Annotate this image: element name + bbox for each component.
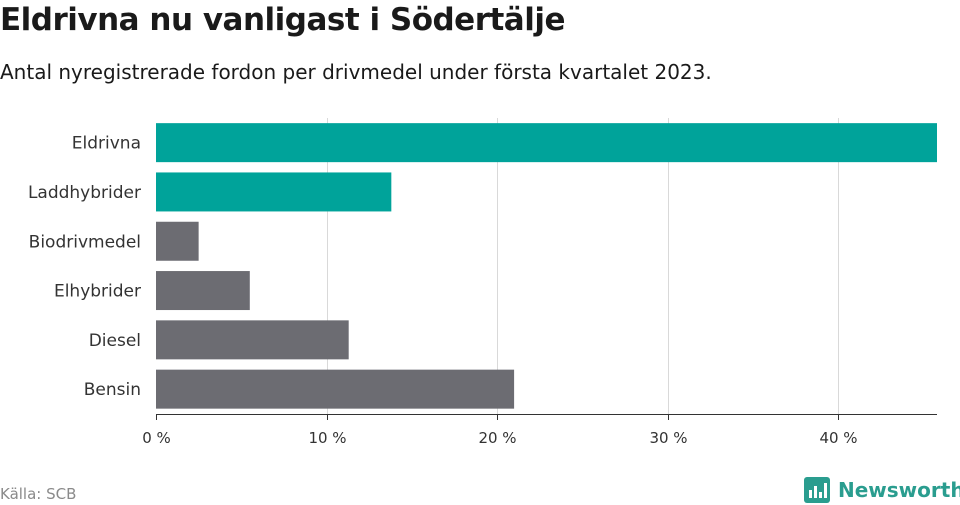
bar — [156, 369, 515, 409]
category-label: Laddhybrider — [28, 183, 141, 203]
category-label: Biodrivmedel — [29, 232, 141, 252]
bar-chart: Eldrivna Laddhybrider Biodrivmedel Elhybrid… — [28, 118, 937, 447]
bar — [156, 221, 199, 261]
bar — [156, 123, 937, 163]
bar — [156, 172, 392, 212]
category-label: Bensin — [84, 380, 141, 400]
x-tick-label: 10 % — [308, 429, 346, 447]
category-labels: Eldrivna Laddhybrider Biodrivmedel Elhybrid… — [28, 134, 141, 401]
newsworthy-chart-logo-icon — [804, 477, 830, 503]
x-tick-label: 30 % — [649, 429, 687, 447]
category-label: Elhybrider — [54, 282, 141, 302]
brand-name: Newsworthy — [838, 478, 960, 502]
bar — [156, 320, 349, 360]
bars — [156, 123, 937, 409]
x-tick-label: 0 % — [142, 429, 171, 447]
chart-subtitle: Antal nyregistrerade fordon per drivmede… — [0, 60, 712, 84]
brand-logo: Newsworthy — [804, 475, 960, 505]
x-axis: 0 % 10 % 20 % 30 % 40 % — [142, 414, 937, 447]
x-tick-label: 40 % — [819, 429, 857, 447]
gridlines — [327, 118, 839, 414]
chart-title: Eldrivna nu vanligast i Södertälje — [0, 2, 566, 38]
bar — [156, 271, 250, 311]
source-note: Källa: SCB — [0, 485, 77, 503]
category-label: Diesel — [89, 331, 141, 351]
x-tick-label: 20 % — [478, 429, 516, 447]
category-label: Eldrivna — [72, 134, 141, 154]
